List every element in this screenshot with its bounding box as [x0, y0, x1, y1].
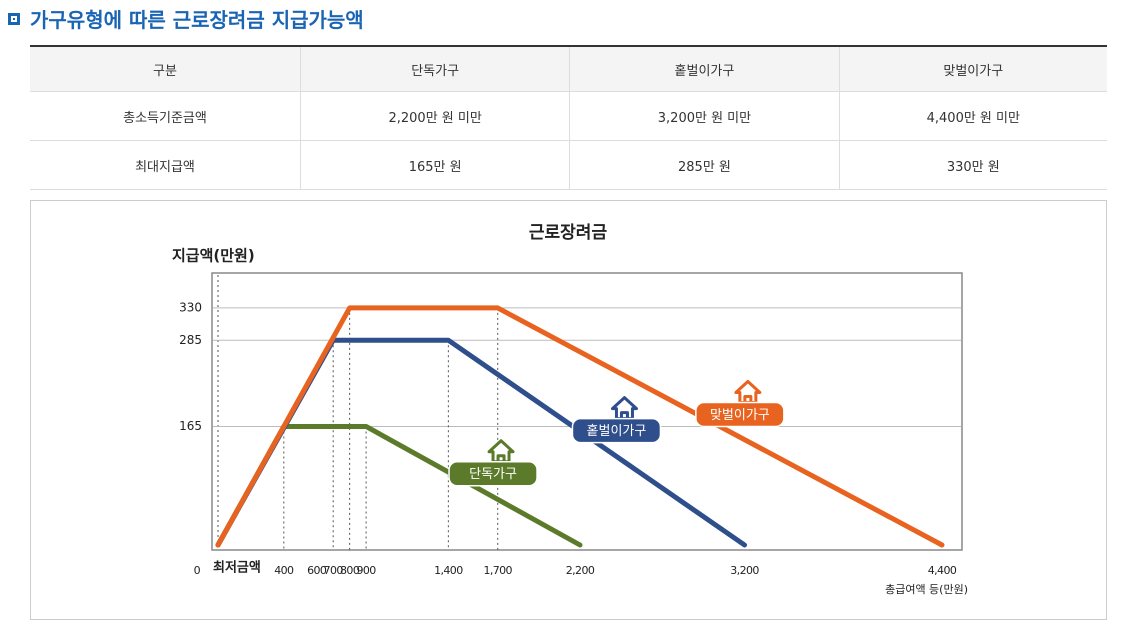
info-table: 구분 단독가구 홑벌이가구 맞벌이가구 총소득기준금액 2,200만 원 미만 …: [30, 45, 1107, 190]
cell: 165만 원: [299, 140, 570, 190]
cell: 2,200만 원 미만: [299, 91, 570, 141]
x-tick-label: 0: [194, 564, 201, 577]
annotation: 최저금액: [213, 561, 261, 576]
header-row: 구분 단독가구 홑벌이가구 맞벌이가구: [30, 46, 1107, 92]
series-tag: 맞벌이가구: [695, 379, 785, 428]
y-axis-label: 지급액(만원): [172, 247, 255, 265]
cell: 총소득기준금액: [30, 91, 301, 141]
header-cell: 구분: [30, 46, 301, 92]
x-tick-label: 900: [356, 564, 376, 577]
legend-label: 맞벌이가구: [710, 408, 770, 423]
title-icon: [8, 12, 20, 25]
tag-bg: [571, 417, 662, 444]
house-icon: [610, 396, 638, 421]
x-tick-label: 400: [274, 564, 294, 577]
legend-label: 홑벌이가구: [587, 424, 647, 439]
x-tick-label: 1,400: [434, 564, 463, 577]
row: 총소득기준금액 2,200만 원 미만 3,200만 원 미만 4,400만 원…: [30, 91, 1107, 141]
x-tick-label: 800: [340, 564, 360, 577]
section-title: 가구유형에 따른 근로장려금 지급가능액: [8, 4, 364, 33]
chart-title: 근로장려금: [529, 223, 608, 243]
x-tick-label: 2,200: [566, 564, 595, 577]
x-tick-label: 4,400: [928, 564, 957, 577]
tag-bg: [695, 401, 785, 428]
header-cell: 홑벌이가구: [569, 46, 840, 92]
series-tag: 단독가구: [448, 439, 538, 487]
tag-bg: [448, 460, 538, 487]
x-tick-label: 700: [324, 564, 344, 577]
series-tag: 홑벌이가구: [571, 396, 662, 444]
x-tick-label: 1,700: [483, 564, 512, 577]
x-tick-label: 600: [307, 564, 327, 577]
legend-label: 단독가구: [469, 467, 517, 482]
plot-frame: [211, 272, 963, 551]
cell: 최대지급액: [30, 140, 301, 190]
cell: 285만 원: [569, 140, 840, 190]
header-cell: 단독가구: [299, 46, 570, 92]
y-tick-label: 285: [179, 333, 202, 347]
chart-box: [30, 200, 1107, 620]
x-axis-label: 총급여액 등(만원): [885, 583, 968, 596]
header-cell: 맞벌이가구: [838, 46, 1107, 92]
y-tick-label: 165: [179, 419, 202, 433]
x-tick-label: 3,200: [730, 564, 759, 577]
house-icon: [734, 379, 762, 404]
cell: 4,400만 원 미만: [838, 91, 1107, 141]
cell: 3,200만 원 미만: [569, 91, 840, 141]
title-text: 가구유형에 따른 근로장려금 지급가능액: [30, 8, 364, 32]
house-icon: [487, 439, 515, 464]
y-tick-label: 330: [179, 300, 202, 314]
row: 최대지급액 165만 원 285만 원 330만 원: [30, 140, 1107, 190]
cell: 330만 원: [838, 140, 1107, 190]
